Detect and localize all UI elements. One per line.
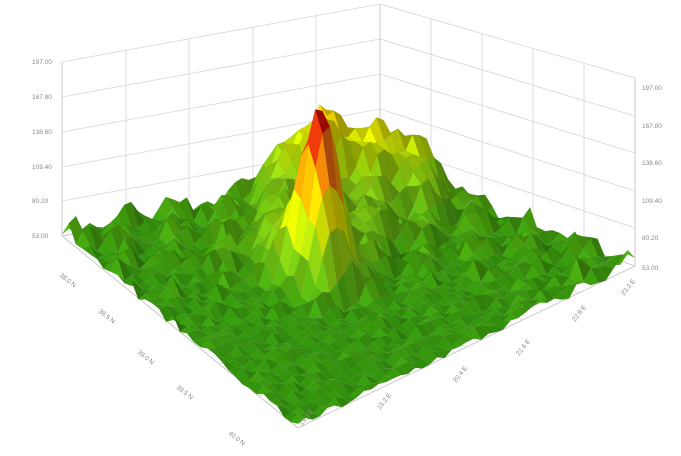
terrain-facet <box>480 325 497 334</box>
lat-tick-2: 39.0 N <box>136 349 156 366</box>
terrain-facet <box>488 325 504 333</box>
lon-tick-2: 20.4 E <box>452 365 469 385</box>
lon-tick-3: 21.6 E <box>515 338 532 358</box>
terrain-facet <box>371 381 386 385</box>
z-tick-left-3: 138.60 <box>32 129 52 136</box>
terrain-facet <box>341 396 357 403</box>
z-tick-right-4: 167.80 <box>642 123 662 130</box>
lat-tick-1: 39.5 N <box>175 384 195 401</box>
lon-tick-1: 19.2 E <box>376 392 393 412</box>
terrain-facet <box>546 298 562 301</box>
terrain-facet <box>576 280 592 286</box>
terrain-facet <box>298 412 313 420</box>
terrain-facet <box>451 339 467 348</box>
terrain-facet <box>290 412 306 424</box>
z-tick-left-4: 167.80 <box>32 94 52 101</box>
terrain-facet <box>554 291 570 300</box>
z-tick-left-0: 53.00 <box>32 233 49 240</box>
z-tick-right-2: 109.40 <box>642 198 662 205</box>
terrain-facet <box>612 249 628 266</box>
lon-tick-4: 22.8 E <box>571 304 588 324</box>
z-tick-left-2: 109.40 <box>32 164 52 171</box>
z-tick-right-5: 197.00 <box>642 85 662 92</box>
z-tick-right-3: 138.60 <box>642 160 662 167</box>
z-tick-left-5: 197.00 <box>32 59 52 66</box>
lat-tick-3: 38.5 N <box>97 308 117 325</box>
terrain-facet <box>415 359 431 369</box>
terrain-facet <box>597 264 614 281</box>
z-tick-left-1: 80.20 <box>32 198 49 205</box>
left-wall-grid <box>61 3 381 237</box>
lon-tick-5: 23.2 E <box>620 278 637 298</box>
terrain-surface <box>61 104 636 424</box>
terrain-facet <box>407 361 423 369</box>
terrain-facet <box>444 346 460 352</box>
lat-tick-0: 40.0 N <box>227 430 247 447</box>
z-tick-right-1: 80.20 <box>642 235 659 242</box>
lat-tick-4: 38.0 N <box>58 272 78 289</box>
terrain-facet <box>400 361 416 375</box>
z-tick-right-0: 53.00 <box>642 265 659 272</box>
